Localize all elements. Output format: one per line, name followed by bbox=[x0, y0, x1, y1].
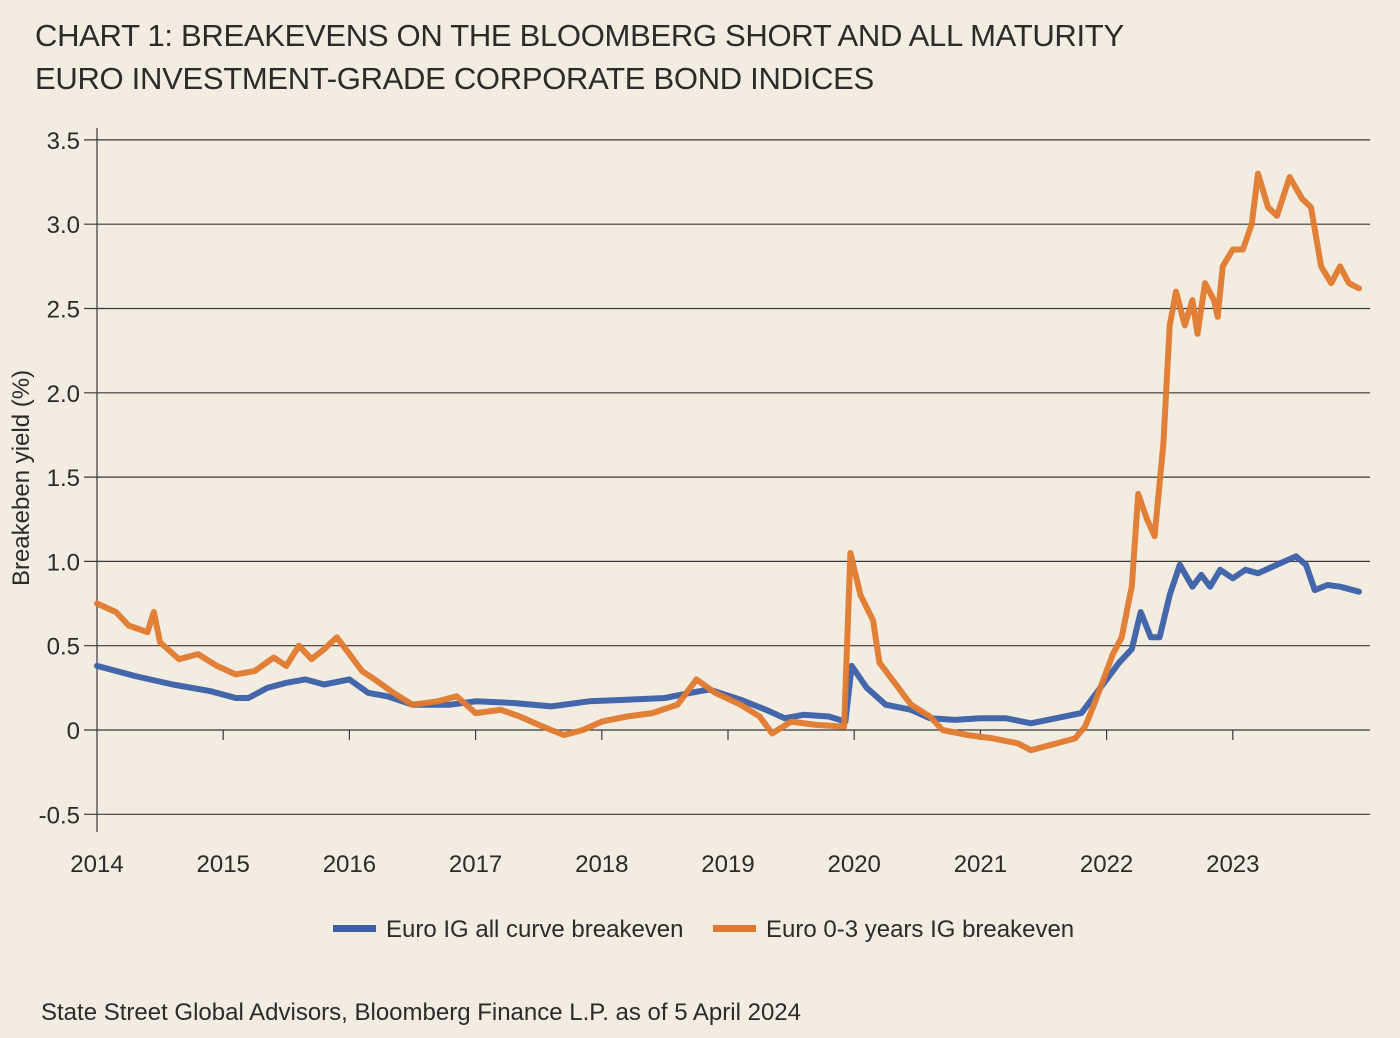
x-tick-label: 2014 bbox=[70, 851, 123, 878]
legend-label-1: Euro 0-3 years IG breakeven bbox=[766, 916, 1074, 943]
chart-title-line-1: CHART 1: BREAKEVENS ON THE BLOOMBERG SHO… bbox=[35, 18, 1124, 53]
x-tick-label: 2016 bbox=[323, 851, 376, 878]
y-tick-label: 0 bbox=[67, 718, 80, 745]
axes: 3.5 3.0 2.5 2.0 1.5 1.0 0.5 0 -0.5 2014 2015 2016 20… bbox=[39, 128, 1260, 878]
x-tick-label: 2023 bbox=[1206, 851, 1259, 878]
y-tick-label: 2.0 bbox=[47, 381, 80, 408]
y-tick-label: 0.5 bbox=[47, 634, 80, 661]
chart-title-line-2: EURO INVESTMENT-GRADE CORPORATE BOND IND… bbox=[35, 61, 874, 96]
x-tick-label: 2021 bbox=[954, 851, 1007, 878]
series-lines bbox=[94, 170, 1362, 754]
legend-label-0: Euro IG all curve breakeven bbox=[386, 916, 683, 943]
x-tick-label: 2020 bbox=[828, 851, 881, 878]
series-line-0 bbox=[94, 553, 1362, 727]
y-tick-label: 1.5 bbox=[47, 465, 80, 492]
x-tick-label: 2015 bbox=[197, 851, 250, 878]
y-tick-label: 3.5 bbox=[47, 128, 80, 155]
gridlines bbox=[84, 139, 1370, 815]
y-tick-label: 1.0 bbox=[47, 549, 80, 576]
y-tick-label: -0.5 bbox=[39, 802, 80, 829]
legend: Euro IG all curve breakeven Euro 0-3 year… bbox=[333, 916, 1074, 943]
source-note: State Street Global Advisors, Bloomberg … bbox=[41, 999, 801, 1026]
x-tick-label: 2019 bbox=[701, 851, 754, 878]
series-line-1 bbox=[94, 170, 1362, 754]
chart-title: CHART 1: BREAKEVENS ON THE BLOOMBERG SHO… bbox=[35, 14, 1124, 100]
legend-swatch-0 bbox=[333, 925, 376, 932]
x-tick-label: 2022 bbox=[1080, 851, 1133, 878]
y-axis-label: Breakeben yield (%) bbox=[8, 370, 35, 586]
y-tick-label: 3.0 bbox=[47, 212, 80, 239]
x-tick-label: 2017 bbox=[449, 851, 502, 878]
y-tick-label: 2.5 bbox=[47, 297, 80, 324]
legend-swatch-1 bbox=[713, 925, 756, 932]
x-tick-label: 2018 bbox=[575, 851, 628, 878]
